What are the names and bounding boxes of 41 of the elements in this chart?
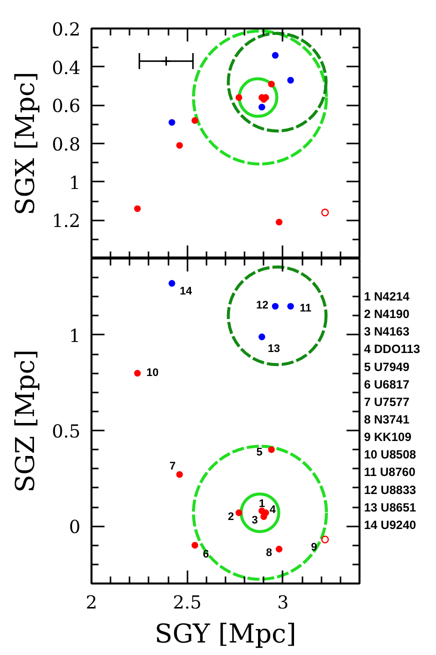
text: 13 U8651	[364, 500, 416, 514]
annotation: 2	[228, 510, 234, 523]
annotation: 13	[268, 342, 280, 355]
x-tick-label: 2.5	[172, 592, 202, 614]
x-tick-label: 3	[277, 592, 289, 614]
text: 12 U8833	[364, 482, 416, 497]
text: 1 N4214	[364, 289, 410, 304]
annotation: 8	[266, 547, 272, 560]
annotation: 5	[256, 446, 263, 459]
annotation: 10	[146, 367, 159, 380]
text: 3 N4163	[364, 324, 410, 339]
annotation: 14	[180, 285, 193, 298]
text: 14 U9240	[364, 518, 416, 532]
text: 8 N3741	[364, 412, 410, 426]
x-axis-title: SGY [Mpc]	[154, 620, 296, 650]
annotation: 3	[252, 514, 258, 527]
y-tick-label: 0.2	[52, 20, 81, 40]
annotation: 11	[300, 302, 312, 314]
annotation: 1	[258, 498, 265, 510]
text: 9 KK109	[364, 430, 412, 444]
text: 2 N4190	[364, 307, 410, 322]
annotation: 12	[256, 299, 268, 312]
y-tick-label: 1	[69, 326, 80, 347]
text: 11 U8760	[364, 465, 416, 480]
y-axis-title: SGZ [Mpc]	[10, 349, 41, 493]
y-tick-label: 1.2	[52, 211, 81, 232]
y-tick-label: 0.8	[52, 134, 81, 156]
y-tick-label: 0.4	[52, 58, 81, 79]
y-tick-label: 1	[69, 172, 80, 194]
text: 7 U7577	[364, 394, 410, 409]
text: 10 U8508	[364, 448, 416, 462]
y-tick-label: 0	[69, 517, 80, 538]
text: 5 U7949	[364, 360, 410, 374]
y-axis-title: SGX [Mpc]	[10, 72, 41, 216]
text: 6 U6817	[364, 377, 410, 392]
x-tick-label: 2	[86, 592, 98, 614]
annotation: 4	[270, 504, 277, 516]
y-tick-label: 0.5	[52, 422, 81, 443]
y-tick-label: 0.6	[52, 96, 81, 118]
annotation: 7	[170, 460, 176, 473]
text: 4 DDO113	[364, 342, 420, 356]
